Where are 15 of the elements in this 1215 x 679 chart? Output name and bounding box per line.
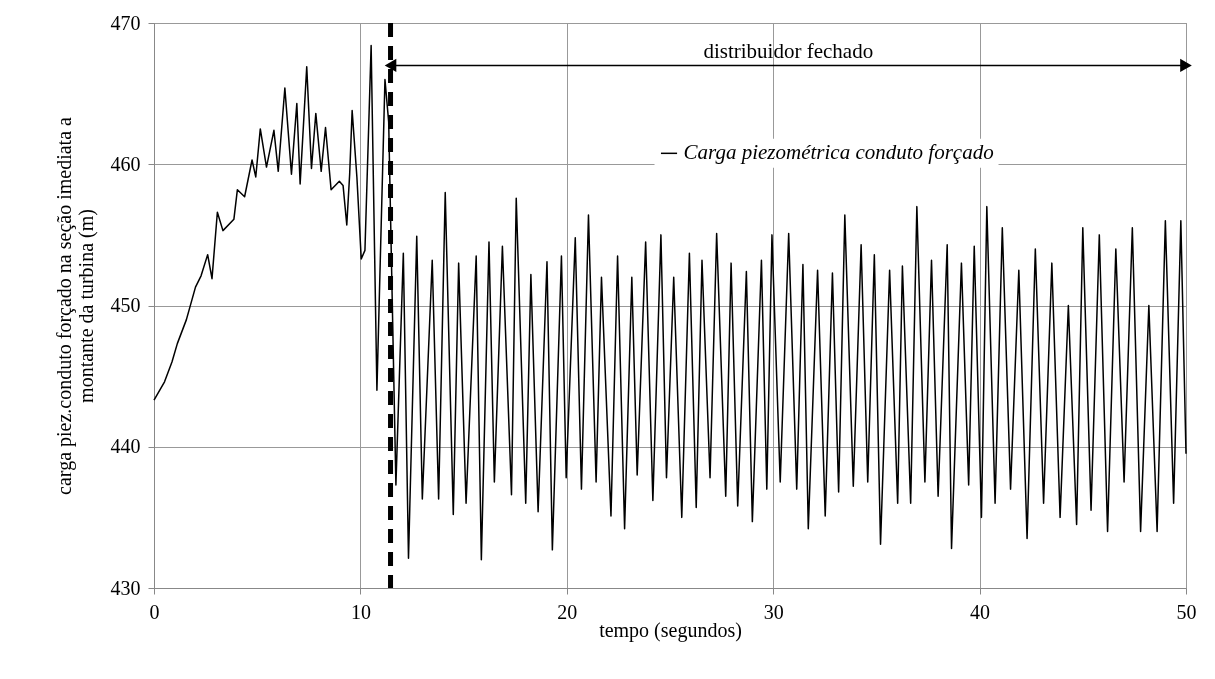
- y-tick-label: 460: [110, 152, 141, 175]
- x-tick-label: 30: [763, 600, 784, 623]
- x-tick-label: 20: [557, 600, 578, 623]
- y-tick-label: 430: [110, 576, 141, 599]
- y-axis-title: carga piez.conduto forçado na seção imediata a montante da turbina (m): [52, 116, 98, 495]
- y-tick-label: 470: [110, 11, 141, 34]
- annotation: distribuidor fechado: [703, 39, 874, 64]
- x-tick-label: 0: [149, 600, 160, 623]
- y-tick-label: 450: [110, 294, 141, 316]
- y-tick-label: 440: [110, 435, 141, 458]
- x-tick-label: 10: [350, 600, 371, 623]
- x-tick-label: 50: [1176, 600, 1197, 623]
- x-axis-title: tempo (segundos): [599, 618, 742, 642]
- x-tick-label: 40: [970, 600, 991, 623]
- legend-label: Carga piezométrica conduto forçado: [683, 140, 994, 165]
